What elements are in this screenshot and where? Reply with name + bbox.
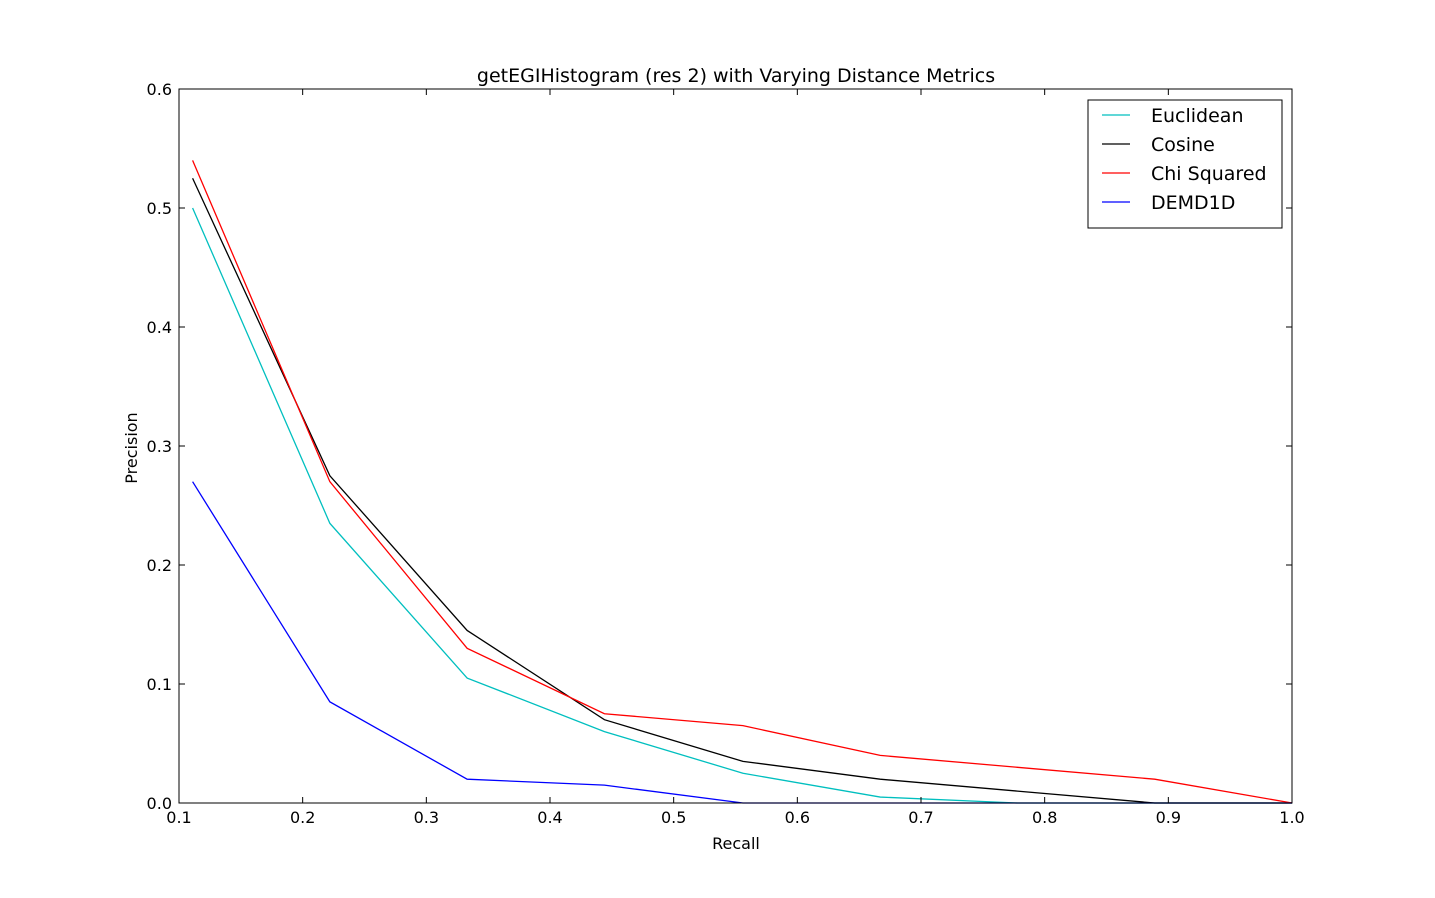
- axes-layer: 0.1 0.2 0.3 0.4 0.5 0.6 0.7 0.8 0.9 1.00.00.10.20…: [147, 80, 1305, 827]
- series-layer: [192, 160, 1293, 804]
- x-tick-label: 0.7: [908, 808, 933, 827]
- x-tick-label: 0.9: [1156, 808, 1181, 827]
- y-tick-label: 0.1: [147, 675, 172, 694]
- x-tick-label: 0.8: [1032, 808, 1057, 827]
- legend-label: Chi Squared: [1151, 163, 1267, 185]
- legend: Euclidean Cosine Chi Squared DEMD1D: [1087, 99, 1283, 229]
- x-tick-label: 0.2: [290, 808, 315, 827]
- x-tick-label: 0.5: [661, 808, 686, 827]
- y-tick-label: 0.2: [147, 556, 172, 575]
- x-tick-label: 0.6: [785, 808, 810, 827]
- y-tick-label: 0.4: [147, 318, 172, 337]
- legend-label: DEMD1D: [1151, 192, 1235, 214]
- legend-label: Euclidean: [1151, 105, 1244, 127]
- x-tick-label: 0.4: [537, 808, 562, 827]
- x-axis-label: Recall: [712, 834, 760, 853]
- y-tick-label: 0.0: [147, 794, 172, 813]
- x-tick-label: 0.1: [166, 808, 191, 827]
- series-line-cosine: [192, 177, 1292, 804]
- legend-box: [1087, 99, 1283, 229]
- y-tick-label: 0.5: [147, 199, 172, 218]
- series-line-demd1d: [192, 481, 1292, 804]
- y-tick-label: 0.6: [147, 80, 172, 99]
- series-line-euclidean: [192, 207, 1292, 804]
- series-line-chi-squared: [192, 160, 1293, 804]
- x-tick-label: 0.3: [414, 808, 439, 827]
- y-tick-label: 0.3: [147, 437, 172, 456]
- y-axis-label: Precision: [122, 412, 141, 483]
- chart-title: getEGIHistogram (res 2) with Varying Dis…: [477, 65, 995, 87]
- legend-label: Cosine: [1151, 134, 1215, 156]
- x-tick-label: 1.0: [1279, 808, 1304, 827]
